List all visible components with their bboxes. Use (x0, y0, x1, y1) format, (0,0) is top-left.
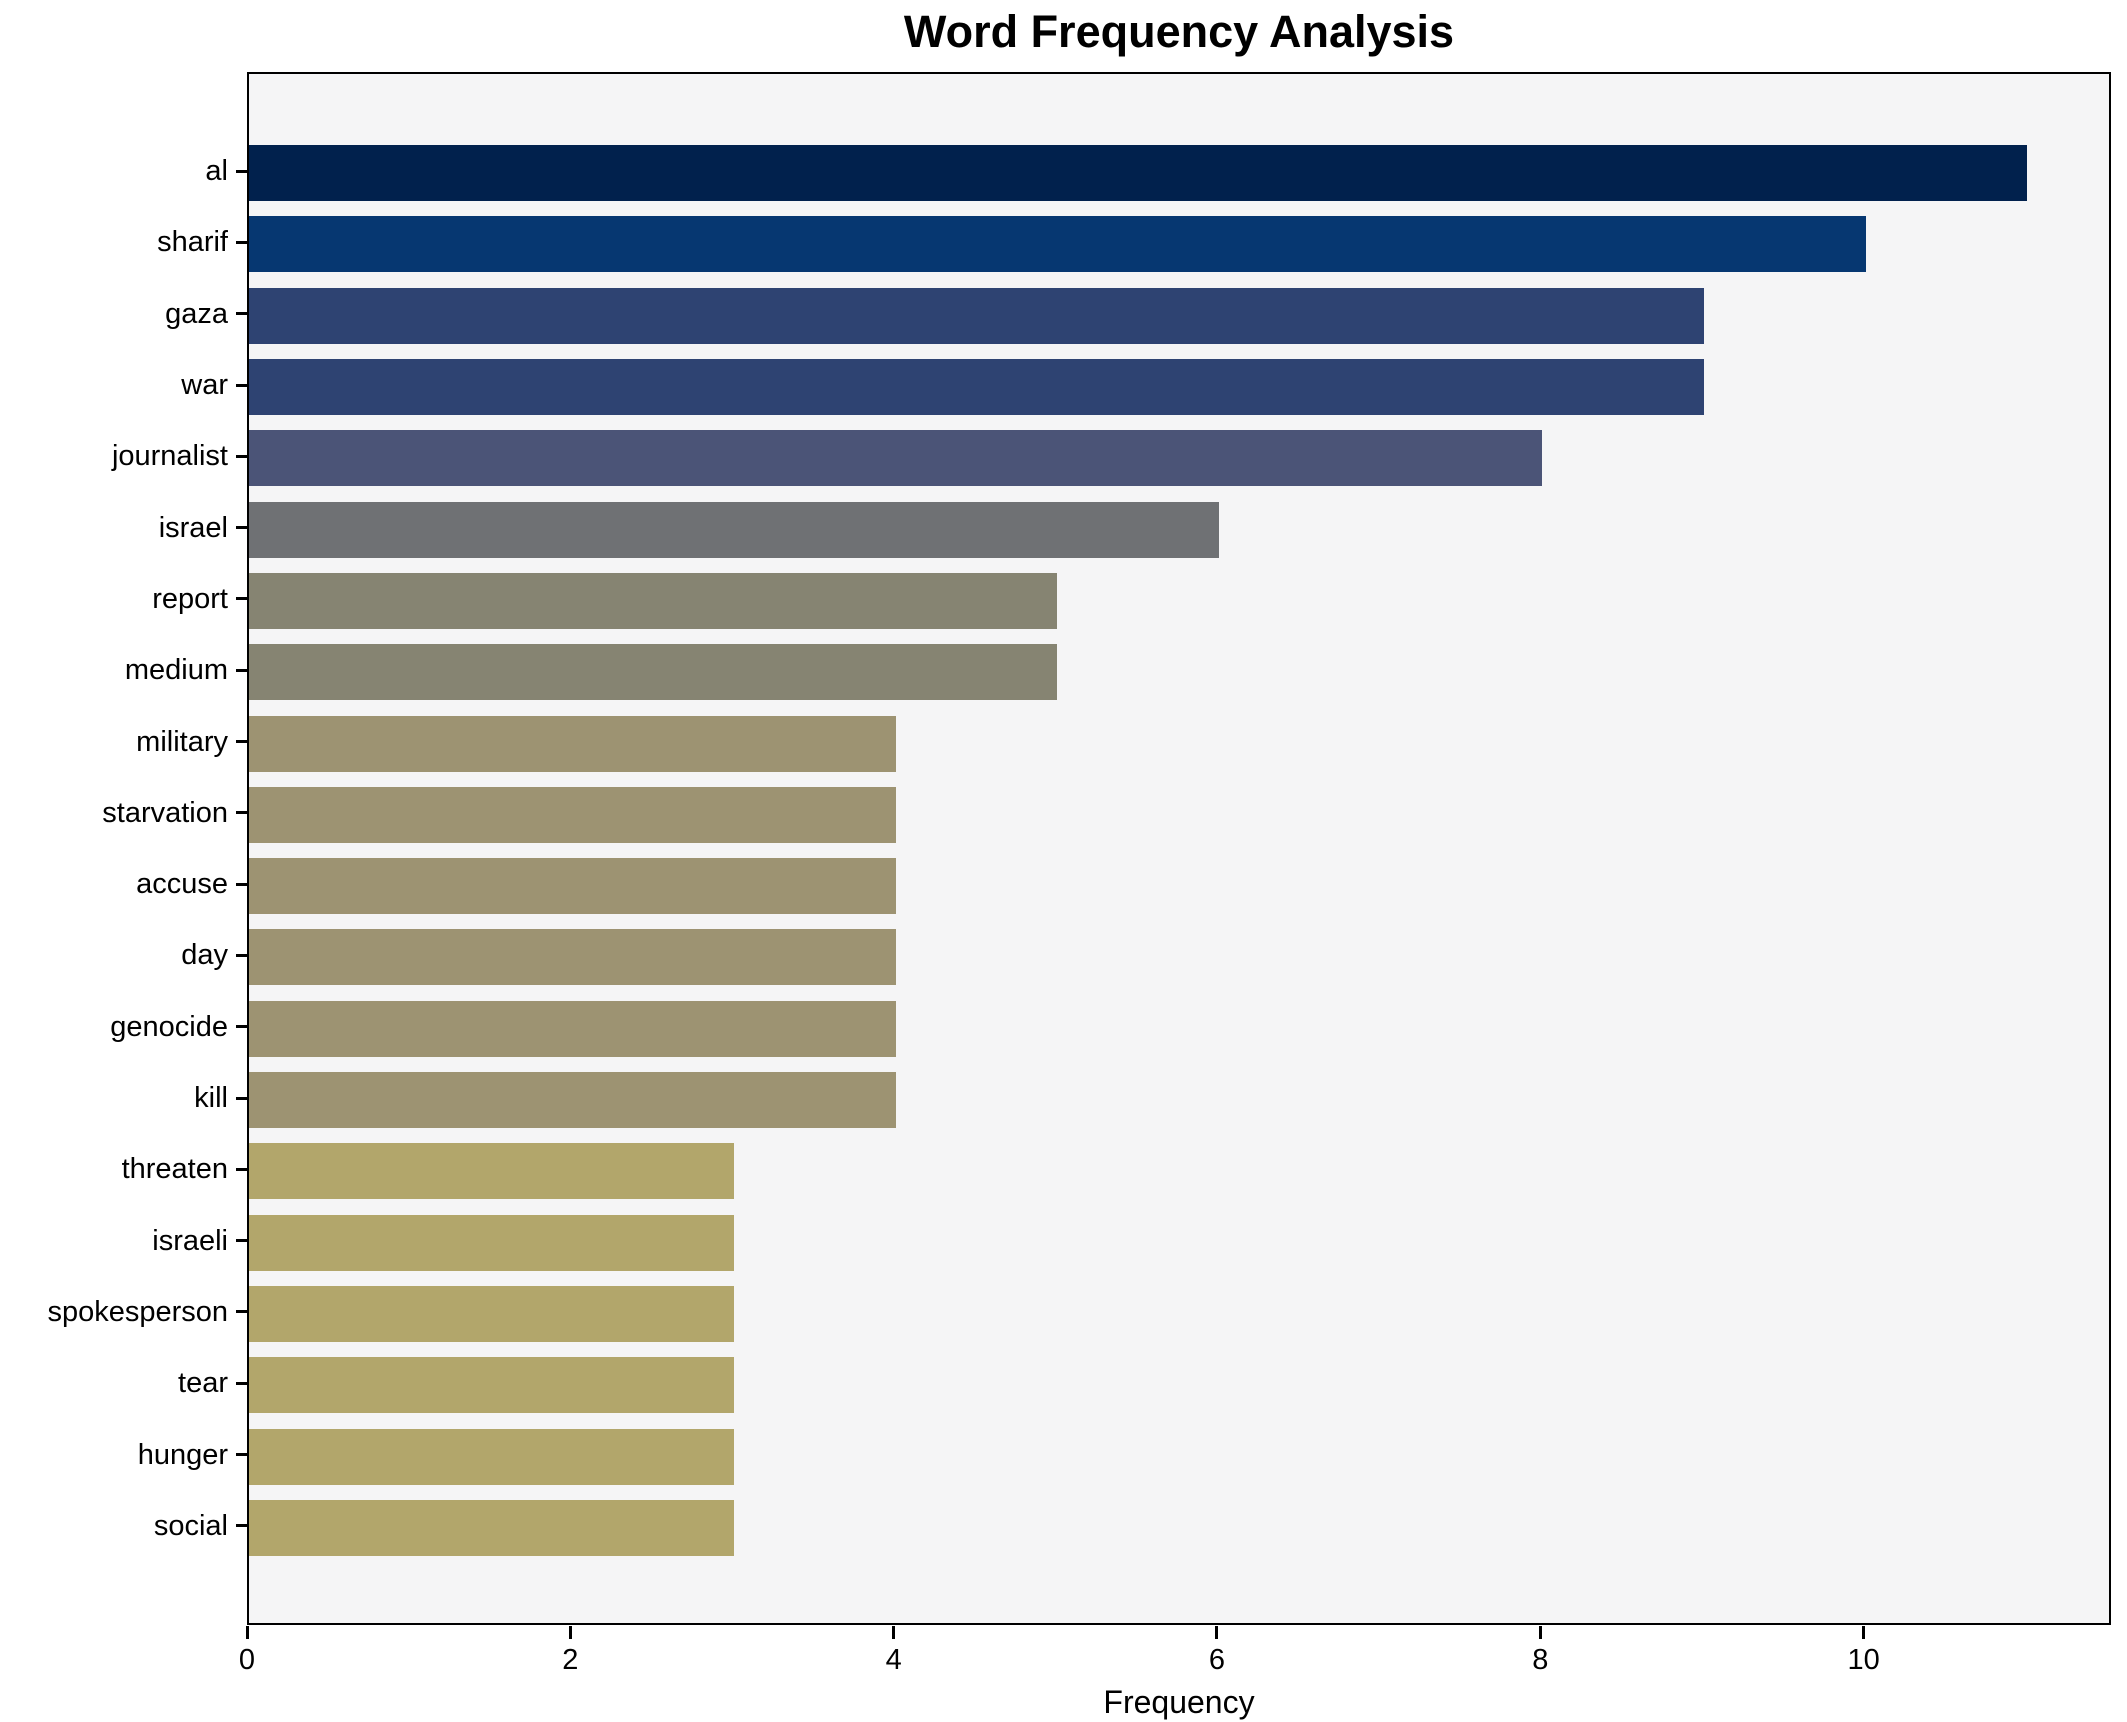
y-axis-label-starvation: starvation (102, 796, 228, 829)
bar-israeli (249, 1214, 734, 1271)
x-tick-label-8: 8 (1532, 1644, 1549, 1676)
bar-al (249, 145, 2028, 202)
y-axis-label-war: war (181, 369, 228, 402)
bar-war (249, 359, 1704, 416)
y-tick-mark (236, 1381, 247, 1385)
y-tick-mark (236, 882, 247, 886)
y-axis-label-hunger: hunger (137, 1438, 228, 1471)
y-axis-label-military: military (136, 725, 228, 758)
x-tick-label-0: 0 (238, 1644, 256, 1676)
x-tick-mark (1215, 1626, 1219, 1639)
y-axis-label-social: social (153, 1509, 228, 1542)
bar-threaten (249, 1143, 734, 1200)
y-tick-mark (236, 312, 247, 316)
bar-genocide (249, 1000, 896, 1057)
x-tick-label-4: 4 (885, 1644, 902, 1676)
y-tick-mark (236, 1239, 247, 1243)
y-tick-mark (236, 953, 247, 957)
bar-journalist (249, 430, 1543, 487)
y-axis-label-threaten: threaten (121, 1153, 228, 1186)
x-tick-mark (568, 1626, 572, 1639)
bar-report (249, 572, 1058, 629)
bar-social (249, 1499, 734, 1556)
y-axis-label-israel: israel (158, 511, 228, 544)
y-axis-label-report: report (152, 582, 228, 615)
y-axis-label-kill: kill (194, 1082, 228, 1115)
bar-starvation (249, 786, 896, 843)
y-tick-mark (236, 240, 247, 244)
x-tick-mark (1862, 1626, 1866, 1639)
bar-sharif (249, 216, 1866, 273)
x-tick-mark (1538, 1626, 1542, 1639)
y-tick-mark (236, 526, 247, 530)
x-axis-title: Frequency (1103, 1684, 1255, 1720)
x-tick-label-2: 2 (562, 1644, 579, 1676)
plot-area (247, 72, 2111, 1625)
y-axis-label-gaza: gaza (165, 297, 228, 330)
y-axis-label-medium: medium (124, 654, 228, 687)
y-tick-mark (236, 1453, 247, 1457)
y-axis-label-day: day (181, 939, 228, 972)
y-tick-mark (236, 811, 247, 815)
bar-spokesperson (249, 1285, 734, 1342)
bar-day (249, 929, 896, 986)
y-axis-label-accuse: accuse (136, 868, 228, 901)
bar-tear (249, 1357, 734, 1414)
bar-military (249, 715, 896, 772)
y-tick-mark (236, 1524, 247, 1528)
bar-accuse (249, 858, 896, 915)
bar-medium (249, 644, 1058, 701)
y-tick-mark (236, 668, 247, 672)
y-axis-label-genocide: genocide (110, 1010, 228, 1043)
y-tick-mark (236, 169, 247, 173)
bar-kill (249, 1072, 896, 1129)
x-tick-label-10: 10 (1847, 1644, 1880, 1676)
y-axis-label-journalist: journalist (111, 440, 228, 473)
y-tick-mark (236, 1025, 247, 1029)
y-tick-mark (236, 1096, 247, 1100)
y-axis-label-al: al (205, 155, 228, 188)
y-tick-mark (236, 1167, 247, 1171)
bar-israel (249, 501, 1219, 558)
y-tick-mark (236, 1310, 247, 1314)
x-tick-mark (892, 1626, 896, 1639)
bar-gaza (249, 287, 1704, 344)
x-tick-mark (245, 1626, 249, 1639)
y-tick-mark (236, 597, 247, 601)
chart-title: Word Frequency Analysis (903, 6, 1455, 57)
y-axis-label-israeli: israeli (152, 1224, 228, 1257)
y-tick-mark (236, 383, 247, 387)
y-axis-label-tear: tear (178, 1367, 228, 1400)
y-axis-label-spokesperson: spokesperson (47, 1295, 228, 1328)
x-tick-label-6: 6 (1208, 1644, 1226, 1676)
y-axis-label-sharif: sharif (157, 226, 228, 259)
y-tick-mark (236, 740, 247, 744)
y-tick-mark (236, 454, 247, 458)
bar-hunger (249, 1428, 734, 1485)
